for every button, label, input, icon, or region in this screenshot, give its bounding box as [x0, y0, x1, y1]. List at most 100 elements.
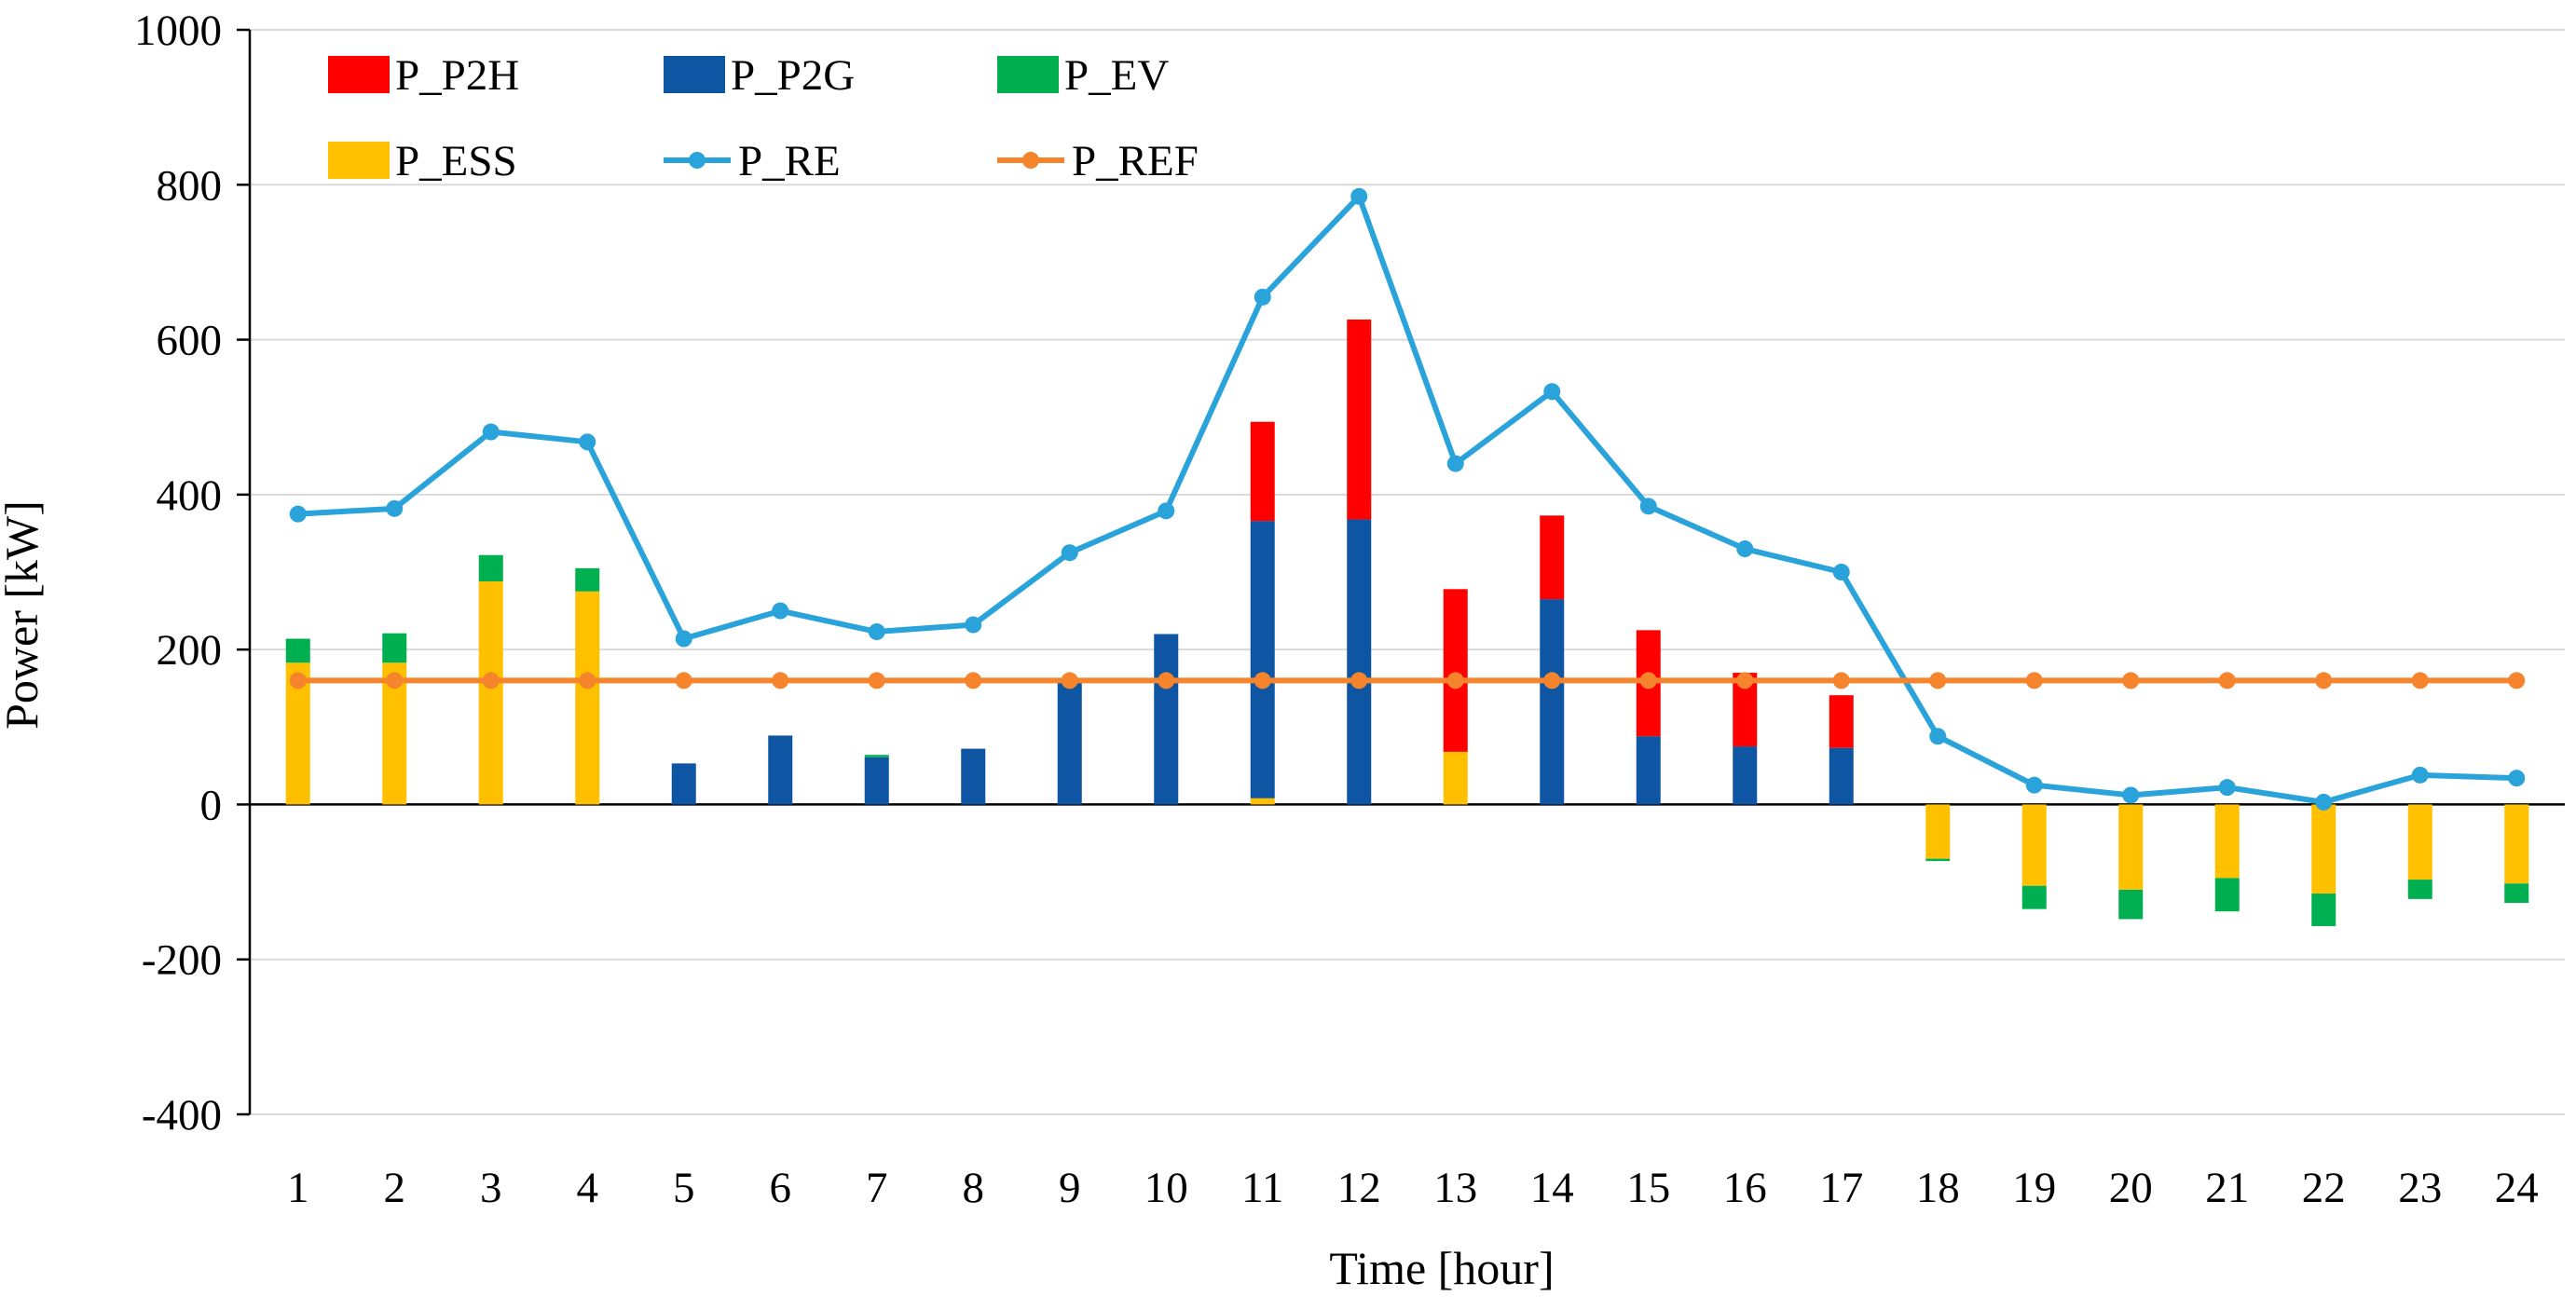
bar-p-p2h	[1829, 695, 1854, 748]
bar-p-p2g	[1540, 599, 1565, 805]
bar-p-p2g	[671, 763, 696, 805]
x-tick-label: 20	[2109, 1164, 2153, 1212]
point-p-ref	[386, 672, 404, 689]
x-tick-label: 14	[1530, 1164, 1574, 1212]
x-tick-label: 3	[480, 1164, 502, 1212]
point-p-re	[1446, 455, 1464, 472]
bar-p-ess	[2118, 804, 2144, 890]
point-p-ref	[772, 672, 789, 689]
x-tick-label: 1	[287, 1164, 309, 1212]
x-tick-label: 6	[770, 1164, 792, 1212]
legend-marker-p-re	[689, 152, 706, 169]
x-tick-labels: 1 2 3 4 5 6 7 8 9 10 11 12 13 14 15 16 17 18 19 20 21 22 23 24	[287, 1164, 2539, 1212]
point-p-re	[386, 499, 404, 517]
point-p-re	[1929, 728, 1947, 745]
y-tick-label: -400	[142, 1091, 222, 1139]
point-p-ref	[1832, 672, 1850, 689]
point-p-re	[1254, 288, 1271, 306]
x-tick-label: 5	[673, 1164, 695, 1212]
point-p-re	[1061, 544, 1078, 562]
point-p-re	[2218, 779, 2236, 797]
bar-p-p2h	[1540, 515, 1565, 600]
bar-p-p2g	[768, 735, 793, 805]
bar-p-p2g	[864, 757, 889, 805]
bar-p-ev	[2311, 894, 2336, 926]
x-tick-label: 2	[384, 1164, 406, 1212]
point-p-ref	[579, 672, 596, 689]
legend-swatch-p-ess	[328, 142, 390, 179]
bar-p-p2g	[1154, 634, 1179, 805]
grid-lines	[250, 29, 2565, 1115]
point-p-ref	[675, 672, 692, 689]
legend-swatch-p-p2h	[328, 56, 390, 93]
y-axis-title: Power [kW]	[0, 500, 48, 730]
legend-swatch-p-p2g	[664, 56, 725, 93]
x-tick-label: 9	[1059, 1164, 1081, 1212]
legend-label-p-ess: P_ESS	[395, 137, 517, 185]
point-p-ref	[965, 672, 982, 689]
bar-p-ess	[1443, 751, 1468, 805]
x-tick-label: 24	[2495, 1164, 2539, 1212]
point-p-re	[2315, 793, 2333, 811]
x-tick-label: 19	[2012, 1164, 2056, 1212]
point-p-ref	[1929, 672, 1947, 689]
point-p-re	[1832, 564, 1850, 580]
legend-label-p-ref: P_REF	[1072, 137, 1199, 185]
x-tick-label: 4	[577, 1164, 599, 1212]
bar-p-ess	[1925, 804, 1951, 859]
bar-p-p2g	[961, 748, 986, 805]
point-p-ref	[2025, 672, 2043, 689]
legend-marker-p-ref	[1022, 152, 1039, 169]
line-series	[289, 187, 2526, 811]
point-p-ref	[868, 672, 885, 689]
point-p-re	[1639, 498, 1657, 515]
point-p-re	[675, 630, 692, 648]
point-p-ref	[1639, 672, 1657, 689]
point-p-ref	[1543, 672, 1561, 689]
point-p-re	[2122, 786, 2140, 804]
point-p-ref	[289, 672, 307, 689]
stacked-bars	[285, 319, 2529, 926]
bar-p-ess	[2504, 804, 2529, 884]
x-tick-label: 17	[1819, 1164, 1863, 1212]
bar-p-ess	[1250, 798, 1275, 805]
legend-swatch-p-ev	[997, 56, 1059, 93]
x-tick-label: 12	[1337, 1164, 1381, 1212]
point-p-re	[2411, 766, 2429, 784]
point-p-re	[1350, 187, 1368, 205]
bar-p-p2g	[1829, 747, 1854, 805]
line-p-re	[297, 193, 2517, 805]
y-tick-label: 1000	[134, 7, 222, 55]
bar-p-p2g	[1636, 736, 1661, 805]
bar-p-ess	[2021, 804, 2047, 886]
bar-p-ev	[1925, 858, 1951, 862]
x-tick-label: 13	[1433, 1164, 1477, 1212]
y-tick-label: -200	[142, 936, 222, 985]
point-p-ref	[2508, 672, 2526, 689]
point-p-re	[772, 602, 789, 620]
x-tick-label: 10	[1144, 1164, 1188, 1212]
point-p-re	[965, 616, 982, 634]
bar-p-p2g	[1057, 678, 1082, 805]
point-p-re	[482, 423, 500, 441]
point-p-ref	[2315, 672, 2333, 689]
bar-p-p2g	[1250, 521, 1275, 798]
x-tick-label: 7	[866, 1164, 888, 1212]
point-p-ref	[1350, 672, 1368, 689]
bar-p-ev	[2407, 880, 2432, 899]
point-p-re	[1158, 502, 1175, 520]
bar-p-p2h	[1347, 319, 1372, 520]
point-p-re	[2508, 770, 2526, 787]
legend-label-p-re: P_RE	[738, 137, 841, 185]
x-axis-title: Time [hour]	[1329, 1242, 1554, 1294]
point-p-ref	[2411, 672, 2429, 689]
point-p-ref	[1736, 672, 1754, 689]
x-tick-label: 8	[963, 1164, 985, 1212]
bar-p-ev	[2214, 878, 2240, 912]
y-tick-label: 200	[157, 626, 223, 675]
bar-p-ess	[478, 580, 503, 805]
bar-p-ev	[575, 567, 600, 592]
bar-p-ev	[285, 638, 310, 663]
legend-label-p-p2g: P_P2G	[731, 51, 855, 100]
point-p-re	[2025, 776, 2043, 794]
